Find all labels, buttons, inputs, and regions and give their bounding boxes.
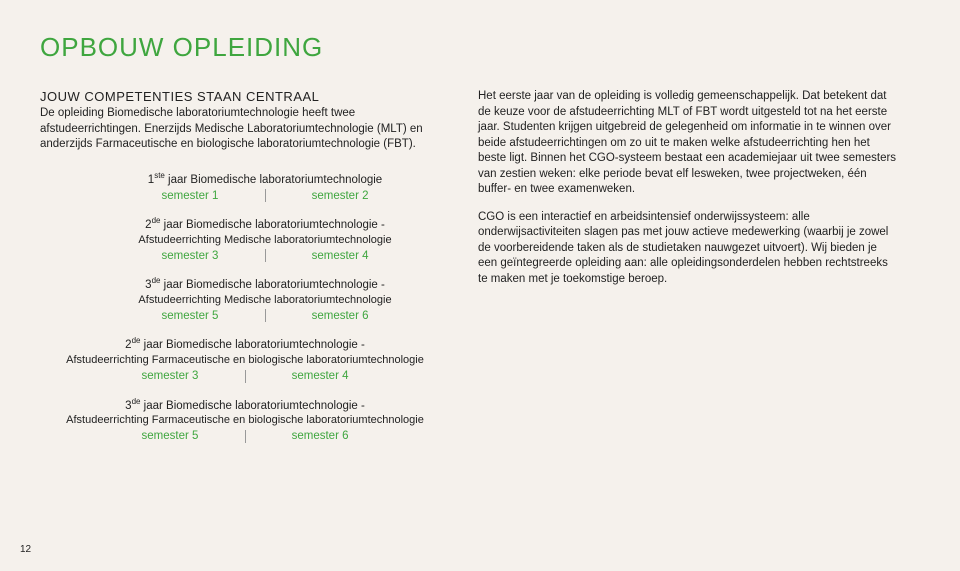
semester-right: semester 4 bbox=[266, 250, 401, 262]
right-para-1: Het eerste jaar van de opleiding is voll… bbox=[478, 89, 898, 198]
semester-row: semester 1 semester 2 bbox=[80, 189, 450, 202]
year-block-3: 3de jaar Biomedische laboratoriumtechnol… bbox=[40, 276, 450, 322]
year-title: 1ste jaar Biomedische laboratoriumtechno… bbox=[80, 171, 450, 188]
left-column: JOUW COMPETENTIES STAAN CENTRAAL De ople… bbox=[40, 89, 450, 457]
semester-right: semester 4 bbox=[246, 370, 381, 382]
semester-right: semester 2 bbox=[266, 190, 401, 202]
year-block-1: 1ste jaar Biomedische laboratoriumtechno… bbox=[40, 171, 450, 203]
semester-row: semester 5 semester 6 bbox=[40, 430, 450, 443]
semester-left: semester 5 bbox=[130, 310, 265, 322]
semester-row: semester 3 semester 4 bbox=[80, 249, 450, 262]
semester-left: semester 5 bbox=[110, 430, 245, 442]
year-subtitle: Afstudeerrichting Farmaceutische en biol… bbox=[40, 353, 450, 367]
subtitle: JOUW COMPETENTIES STAAN CENTRAAL bbox=[40, 89, 450, 104]
semester-row: semester 3 semester 4 bbox=[40, 370, 450, 383]
page-number: 12 bbox=[20, 544, 31, 555]
right-para-2: CGO is een interactief en arbeidsintensi… bbox=[478, 210, 898, 288]
right-column: Het eerste jaar van de opleiding is voll… bbox=[478, 89, 898, 457]
year-block-4: 2de jaar Biomedische laboratoriumtechnol… bbox=[40, 336, 450, 382]
year-subtitle: Afstudeerrichting Medische laboratoriumt… bbox=[80, 233, 450, 247]
semester-right: semester 6 bbox=[266, 310, 401, 322]
intro-text: De opleiding Biomedische laboratoriumtec… bbox=[40, 106, 450, 153]
semester-left: semester 1 bbox=[130, 190, 265, 202]
semester-right: semester 6 bbox=[246, 430, 381, 442]
page-title: OPBOUW OPLEIDING bbox=[40, 32, 920, 63]
year-block-5: 3de jaar Biomedische laboratoriumtechnol… bbox=[40, 397, 450, 443]
year-title: 3de jaar Biomedische laboratoriumtechnol… bbox=[80, 276, 450, 293]
year-subtitle: Afstudeerrichting Farmaceutische en biol… bbox=[40, 413, 450, 427]
year-block-2: 2de jaar Biomedische laboratoriumtechnol… bbox=[40, 216, 450, 262]
year-title: 2de jaar Biomedische laboratoriumtechnol… bbox=[80, 216, 450, 233]
semester-left: semester 3 bbox=[130, 250, 265, 262]
year-subtitle: Afstudeerrichting Medische laboratoriumt… bbox=[80, 293, 450, 307]
year-title: 2de jaar Biomedische laboratoriumtechnol… bbox=[40, 336, 450, 353]
content-columns: JOUW COMPETENTIES STAAN CENTRAAL De ople… bbox=[40, 89, 920, 457]
semester-row: semester 5 semester 6 bbox=[80, 309, 450, 322]
year-title: 3de jaar Biomedische laboratoriumtechnol… bbox=[40, 397, 450, 414]
semester-left: semester 3 bbox=[110, 370, 245, 382]
